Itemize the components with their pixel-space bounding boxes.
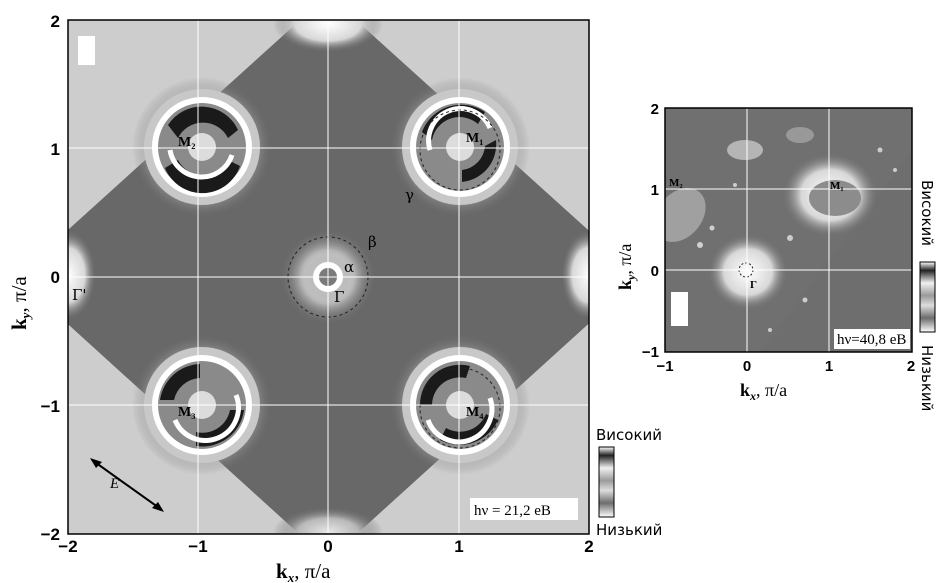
- right-ytick-2: 1: [651, 182, 659, 199]
- left-ytick-1: 2: [51, 12, 60, 31]
- right-label-gamma: Γ: [750, 279, 757, 291]
- right-intensity-map: [665, 108, 912, 352]
- right-color-scale: Високий Низький: [918, 180, 936, 411]
- right-hv-label: hν=40,8 eB: [837, 332, 906, 348]
- right-xtick-2: 0: [743, 358, 751, 375]
- label-m4: M₄: [466, 405, 484, 420]
- left-hv-label: hν = 21,2 eB: [474, 503, 551, 519]
- right-ytick-4: −1: [642, 344, 659, 361]
- right-panel: M₂ M₁ Γ hν=40,8 eB −1 0 1 2 2 1 0 −1 kx,…: [615, 101, 936, 411]
- right-ytick-1: 2: [651, 101, 659, 118]
- label-m3: M₃: [178, 405, 195, 420]
- left-marker: [78, 36, 95, 65]
- polarization-arrow: [90, 458, 164, 512]
- right-label-m1: M₁: [830, 180, 844, 192]
- m2-pocket: [132, 77, 272, 217]
- m1-pocket: [390, 77, 530, 217]
- right-hv-box: [834, 329, 910, 349]
- right-x-axis-label: kx, π/a: [740, 380, 787, 403]
- label-m2: M₂: [178, 135, 195, 150]
- right-grid: [665, 108, 912, 352]
- left-ytick-2: 1: [51, 140, 60, 159]
- label-m1: M₁: [466, 131, 483, 146]
- right-xtick-4: 2: [907, 358, 915, 375]
- right-scale-high: Високий: [918, 180, 936, 246]
- left-xtick-3: 0: [323, 537, 332, 556]
- label-gamma-band: γ: [405, 186, 414, 204]
- right-frame: [664, 107, 913, 353]
- left-grid: [68, 20, 589, 534]
- label-gamma-point: Γ: [334, 288, 344, 306]
- right-scale-low: Низький: [918, 345, 936, 411]
- right-ytick-3: 0: [651, 263, 659, 280]
- left-scale-low: Низький: [596, 521, 662, 539]
- left-panel: E M₂ M₁ M₃ M₄ Γ Γ' α β γ hν = 21,2 eB −2…: [7, 12, 662, 583]
- left-ytick-5: −2: [41, 525, 60, 544]
- left-x-axis-label: kx, π/a: [276, 559, 331, 583]
- label-beta: β: [368, 233, 377, 251]
- right-marker: [671, 292, 688, 326]
- left-xtick-2: −1: [188, 537, 207, 556]
- left-xtick-4: 1: [454, 537, 463, 556]
- right-y-axis-label: ky, π/a: [615, 244, 638, 290]
- left-xtick-1: −2: [58, 537, 77, 556]
- left-frame: [67, 19, 590, 535]
- right-gamma-blob: [708, 234, 788, 310]
- right-xtick-1: −1: [656, 358, 673, 375]
- left-xtick-5: 2: [584, 537, 593, 556]
- right-xtick-3: 1: [825, 358, 833, 375]
- left-color-scale: Високий Низький: [596, 426, 662, 539]
- polarization-label: E: [109, 476, 119, 492]
- left-ytick-4: −1: [41, 397, 60, 416]
- label-gamma-prime: Γ': [72, 286, 87, 304]
- right-label-m2: M₂: [669, 177, 683, 189]
- left-hv-box: [470, 498, 578, 520]
- left-scale-high: Високий: [596, 426, 662, 444]
- label-alpha: α: [344, 258, 354, 276]
- left-ytick-3: 0: [51, 268, 60, 287]
- left-y-axis-label: ky, π/a: [7, 276, 33, 330]
